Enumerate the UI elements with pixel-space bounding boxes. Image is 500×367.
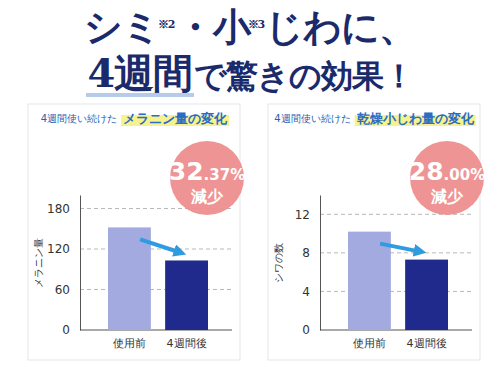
y-axis-line	[320, 196, 321, 331]
y-axis: 0 4 8 12	[295, 196, 321, 338]
y-tick: 8	[302, 246, 320, 260]
y-tick: 12	[295, 208, 320, 222]
arrow	[380, 244, 420, 252]
note-mark: ※3	[248, 18, 265, 31]
grid	[320, 214, 472, 330]
panel: 0 60 120 180 使用前 4週間後 メラニン量 4週間使い続けたメラニン量の変化 32.…	[28, 104, 245, 360]
badge-label: 減少	[430, 187, 464, 206]
panel-title: 4週間使い続けた	[274, 113, 350, 124]
y-tick-label: 0	[302, 323, 310, 337]
badge-label: 減少	[190, 187, 224, 206]
panel-subtitle: メラニン量の変化	[123, 111, 228, 126]
y-tick: 120	[47, 242, 80, 256]
panel: 0 4 8 12 使用前 4週間後 シワの数 4週間使い続けた乾燥小じわ量の変化 28.00%減…	[268, 104, 485, 360]
x-tick: 使用前	[113, 330, 146, 350]
y-tick-label: 120	[47, 242, 70, 256]
y-tick: 60	[55, 283, 80, 297]
grid-line	[80, 289, 232, 290]
x-axis: 使用前 4週間後	[113, 330, 207, 350]
y-tick: 0	[302, 323, 320, 337]
y-axis-title: シワの数	[273, 243, 284, 283]
grid-line	[80, 249, 232, 250]
headline-emphasis: 4週間	[86, 53, 195, 97]
y-tick: 180	[47, 202, 80, 216]
panel-title: 4週間使い続けた	[41, 113, 117, 124]
y-tick-label: 12	[295, 208, 310, 222]
y-tick-label: 8	[302, 246, 310, 260]
y-tick: 4	[302, 285, 320, 299]
x-axis: 使用前 4週間後	[353, 330, 447, 350]
headline-sub-text: で驚きの効果！	[194, 57, 414, 95]
arrow	[140, 239, 180, 252]
bars	[108, 227, 208, 330]
headline: シミ※2・小※3じわに、	[0, 2, 500, 52]
y-tick-label: 4	[302, 285, 310, 299]
y-tick-label: 0	[62, 323, 70, 337]
x-tick: 使用前	[353, 330, 386, 350]
headline-text: ・小	[176, 4, 250, 49]
header: シミ※2・小※3じわに、4週間で驚きの効果！	[0, 0, 500, 100]
x-tick-label: 使用前	[353, 337, 386, 350]
headline-text: シミ	[84, 4, 160, 49]
x-tick: 4週間後	[407, 330, 447, 350]
bar	[405, 260, 448, 330]
y-axis-line	[80, 196, 81, 331]
y-tick: 0	[62, 323, 80, 337]
x-tick-label: 4週間後	[167, 337, 207, 350]
chart-svg: 060120180使用前4週間後メラニン量4週間使い続けたメラニン量の変化32.…	[0, 0, 500, 367]
grid-line	[320, 291, 472, 292]
headline-sub: 4週間で驚きの効果！	[0, 52, 500, 100]
headline-text: じわに、	[265, 4, 416, 49]
y-tick-label: 60	[55, 283, 70, 297]
panel-subtitle: 乾燥小じわ量の変化	[357, 111, 475, 126]
bars	[348, 232, 448, 330]
grid-line	[320, 329, 472, 330]
bar	[165, 260, 208, 330]
badge-value: 32.37%	[169, 157, 245, 186]
y-axis: 0 60 120 180	[47, 196, 80, 338]
x-tick: 4週間後	[167, 330, 207, 350]
x-tick-label: 使用前	[113, 337, 146, 350]
badge-value: 28.00%	[409, 157, 485, 186]
grid-line	[80, 329, 232, 330]
note-mark: ※2	[158, 18, 175, 31]
grid	[80, 209, 232, 331]
grid-line	[320, 252, 472, 253]
y-axis-title: メラニン量	[33, 238, 44, 288]
x-tick-label: 4週間後	[407, 337, 447, 350]
y-tick-label: 180	[47, 202, 70, 216]
